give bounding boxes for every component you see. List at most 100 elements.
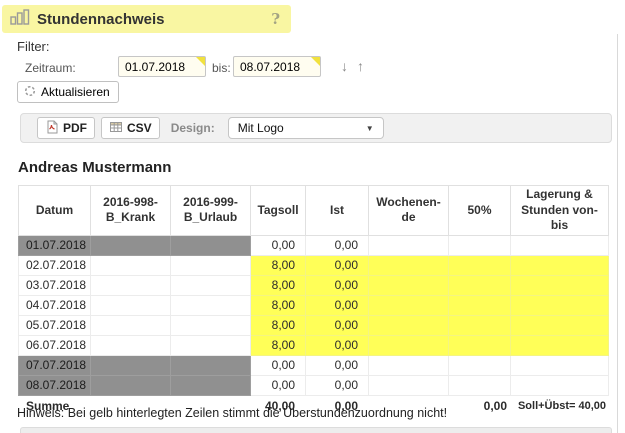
table-cell-0: 08.07.2018 [18,374,91,396]
table-cell-6 [448,234,511,256]
table-cell-7 [510,234,609,256]
table-cell-7 [510,254,609,276]
table-cell-1 [90,254,171,276]
table-cell-3: 0,00 [250,234,306,256]
column-header-2: 2016-999- B_Urlaub [170,185,251,236]
chevron-down-icon: ▼ [365,123,374,133]
table-row: 08.07.2018 0,00 0,00 [18,374,609,396]
table-cell-3: 0,00 [250,354,306,376]
table-cell-0: 07.07.2018 [18,354,91,376]
table-cell-0: 03.07.2018 [18,274,91,296]
column-header-7: Lagerung & Stunden von- bis [510,185,609,236]
table-cell-5 [368,294,449,316]
table-cell-2 [170,274,251,296]
column-header-4: Ist [305,185,369,236]
table-cell-0: 06.07.2018 [18,334,91,356]
table-cell-7 [510,354,609,376]
table-cell-6 [448,374,511,396]
employee-name: Andreas Mustermann [18,159,172,176]
table-cell-3: 40,00 [264,398,295,413]
date-to-input[interactable] [233,56,321,77]
table-cell-5 [368,314,449,336]
export-toolbar: PDF CSV Design: Mit Logo ▼ [20,113,612,143]
table-cell-7 [510,334,609,356]
table-cell-3: 8,00 [250,254,306,276]
table-cell-2 [170,354,251,376]
table-cell-1 [90,314,171,336]
csv-export-button[interactable]: CSV [101,117,160,139]
table-cell-5 [368,374,449,396]
table-cell-4: 0,00 [334,398,358,413]
page-title: Stundennachweis [37,10,165,28]
table-cell-0: 02.07.2018 [18,254,91,276]
column-header-1: 2016-998- B_Krank [90,185,171,236]
table-row: 02.07.2018 8,00 0,00 [18,254,609,276]
table-cell-6 [448,314,511,336]
column-header-5: Wochenen- de [368,185,449,236]
table-cell-4: 0,00 [305,314,369,336]
table-cell-1 [90,354,171,376]
table-cell-0: Summe [26,398,70,413]
table-cell-4: 0,00 [305,234,369,256]
bottom-toolbar-edge [20,427,612,433]
table-cell-3: 8,00 [250,334,306,356]
refresh-icon [24,85,36,100]
table-cell-7: Soll+Übst= 40,00 [517,399,606,412]
table-cell-4: 0,00 [305,274,369,296]
table-cell-0: 01.07.2018 [18,234,91,256]
table-cell-6 [448,274,511,296]
table-cell-3: 0,00 [250,374,306,396]
table-cell-4: 0,00 [305,374,369,396]
table-cell-1 [90,334,171,356]
refresh-button[interactable]: Aktualisieren [17,81,119,103]
calendar-corner-icon [196,57,205,66]
pdf-export-button[interactable]: PDF [37,117,95,139]
table-cell-2 [170,294,251,316]
hint-text: Hinweis: Bei gelb hinterlegten Zeilen st… [17,406,448,420]
design-dropdown[interactable]: Mit Logo ▼ [227,117,384,139]
date-to-wrapper [233,56,321,77]
bis-label: bis: [212,61,231,75]
table-cell-7 [510,314,609,336]
shift-period-back-icon[interactable]: ↓ [341,58,348,74]
table-cell-3: 8,00 [250,294,306,316]
table-cell-3: 8,00 [250,274,306,296]
column-header-3: Tagsoll [250,185,306,236]
content-border [617,34,618,433]
table-header-row: Datum 2016-998- B_Krank 2016-999- B_Urlaub… [18,185,609,236]
refresh-button-label: Aktualisieren [41,85,110,99]
pdf-button-label: PDF [63,121,87,135]
table-cell-2 [170,254,251,276]
table-cell-2 [170,234,251,256]
zeitraum-label: Zeitraum: [25,61,76,75]
calendar-corner-icon [311,57,320,66]
table-cell-1 [90,274,171,296]
shift-period-forward-icon[interactable]: ↑ [357,58,364,74]
date-from-input[interactable] [118,56,206,77]
timesheet-table: Datum 2016-998- B_Krank 2016-999- B_Urlaub… [18,185,609,421]
design-dropdown-value: Mit Logo [237,121,284,135]
table-cell-4: 0,00 [305,334,369,356]
table-row: 07.07.2018 0,00 0,00 [18,354,609,376]
table-row: 05.07.2018 8,00 0,00 [18,314,609,336]
table-cell-3: 8,00 [250,314,306,336]
table-cell-2 [170,374,251,396]
help-icon[interactable]: ? [271,10,280,28]
table-row: 06.07.2018 8,00 0,00 [18,334,609,356]
table-cell-7 [510,294,609,316]
table-cell-4: 0,00 [305,254,369,276]
table-cell-6 [448,334,511,356]
table-cell-1 [90,374,171,396]
summary-row: Summe 40,00 0,00 0,00 Soll+Übst= 40,00 [19,395,609,420]
date-from-wrapper [118,56,206,77]
filter-label: Filter: [17,39,50,54]
csv-button-label: CSV [127,121,152,135]
table-cell-7 [510,374,609,396]
bar-chart-icon [10,8,30,30]
table-cell-2 [170,314,251,336]
table-cell-5 [368,274,449,296]
table-row: 04.07.2018 8,00 0,00 [18,294,609,316]
page-header: Stundennachweis ? [2,5,291,33]
table-cell-4: 0,00 [305,354,369,376]
table-cell-5 [368,354,449,376]
